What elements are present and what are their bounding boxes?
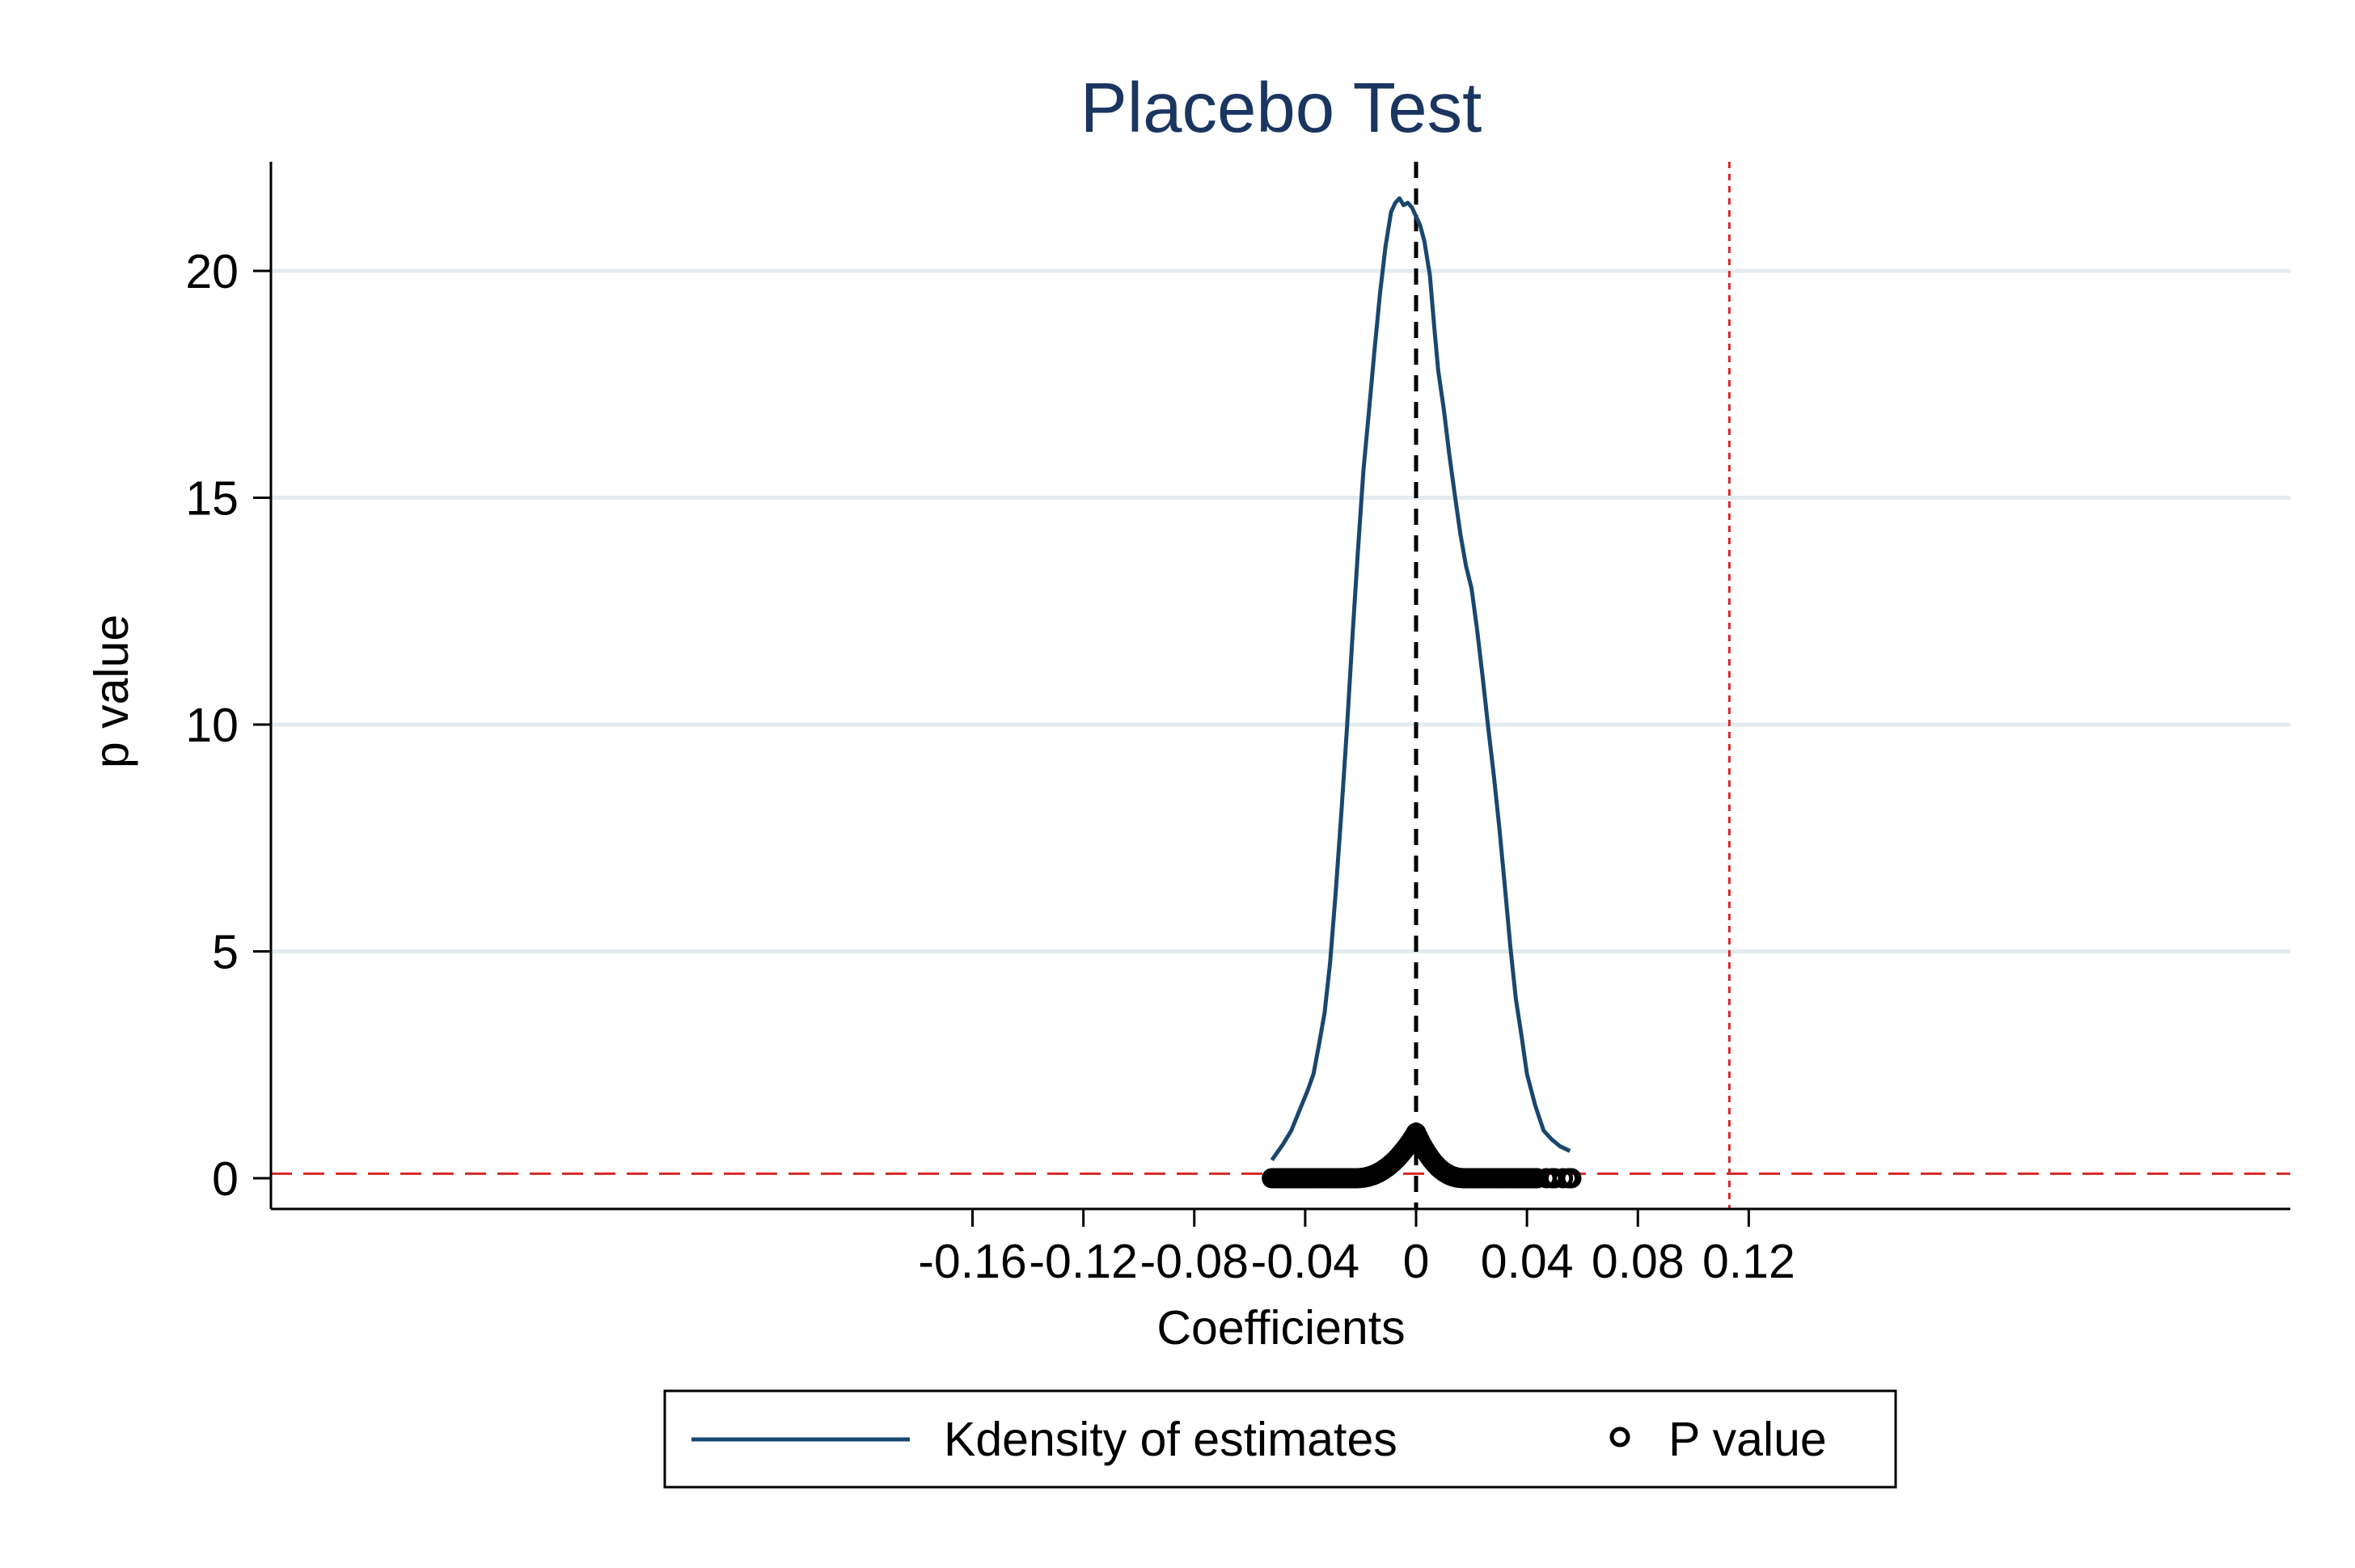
legend-pvalue-swatch	[1609, 1426, 1630, 1448]
legend-pvalue-label: P value	[1668, 1413, 1827, 1466]
y-tick-label: 10	[185, 699, 239, 752]
x-tick-label: -0.16	[918, 1235, 1026, 1288]
y-axis-title: p value	[85, 615, 138, 768]
pvalue-point	[1561, 1168, 1582, 1189]
series	[1262, 196, 1582, 1189]
x-tick-label: 0.04	[1481, 1235, 1574, 1288]
chart-title: Placebo Test	[1080, 69, 1482, 147]
axes	[269, 162, 2290, 1211]
y-tick-label: 5	[212, 926, 239, 979]
x-tick-label: -0.12	[1029, 1235, 1137, 1288]
x-tick-label: 0.12	[1702, 1235, 1795, 1288]
x-tick-label: -0.04	[1251, 1235, 1359, 1288]
grid-lines	[271, 268, 2290, 953]
pvalue-points	[1262, 1122, 1582, 1189]
kdensity-line	[1270, 196, 1571, 1162]
x-tick-label: 0.08	[1592, 1235, 1685, 1288]
y-tick-label: 20	[185, 245, 239, 298]
y-axis-ticks: 0 5 10 15 20	[185, 245, 271, 1206]
x-tick-label: -0.08	[1140, 1235, 1249, 1288]
legend-kdensity-label: Kdensity of estimates	[944, 1413, 1397, 1466]
pvalue-point	[1295, 1168, 1316, 1189]
x-axis-ticks: -0.16 -0.12 -0.08 -0.04 0 0.04 0.08 0.12	[918, 1209, 1795, 1288]
x-axis-title: Coefficients	[1156, 1301, 1405, 1355]
x-tick-label: 0	[1403, 1235, 1430, 1288]
y-tick-label: 0	[212, 1152, 239, 1206]
legend: Kdensity of estimates P value	[663, 1389, 1897, 1489]
y-tick-label: 15	[185, 472, 239, 526]
